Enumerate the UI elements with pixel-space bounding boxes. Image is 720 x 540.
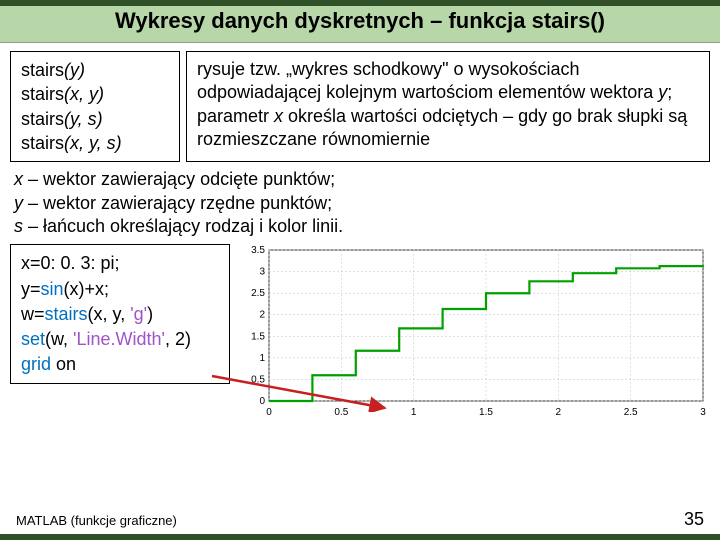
row-syntax-desc: stairs(y) stairs(x, y) stairs(y, s) stai… <box>10 51 710 162</box>
page-number: 35 <box>684 509 704 530</box>
def-line: y – wektor zawierający rzędne punktów; <box>14 192 706 215</box>
page-title: Wykresy danych dyskretnych – funkcja sta… <box>20 8 700 34</box>
code-box: x=0: 0. 3: pi; y=sin(x)+x; w=stairs(x, y… <box>10 244 230 384</box>
svg-text:2: 2 <box>556 407 562 418</box>
svg-text:0: 0 <box>266 407 272 418</box>
def-line: s – łańcuch określający rodzaj i kolor l… <box>14 215 706 238</box>
syntax-line: stairs(x, y) <box>21 82 169 106</box>
syntax-line: stairs(x, y, s) <box>21 131 169 155</box>
syntax-line: stairs(y) <box>21 58 169 82</box>
description-box: rysuje tzw. „wykres schodkowy" o wysokoś… <box>186 51 710 162</box>
footer: MATLAB (funkcje graficzne) 35 <box>16 509 704 530</box>
svg-text:1: 1 <box>411 407 417 418</box>
svg-text:3: 3 <box>700 407 706 418</box>
code-line: y=sin(x)+x; <box>21 277 219 302</box>
code-line: w=stairs(x, y, 'g') <box>21 302 219 327</box>
title-bar: Wykresy danych dyskretnych – funkcja sta… <box>0 0 720 43</box>
svg-text:0: 0 <box>259 396 265 407</box>
code-line: grid on <box>21 352 219 377</box>
svg-text:3: 3 <box>259 267 265 278</box>
svg-text:2: 2 <box>259 310 265 321</box>
syntax-line: stairs(y, s) <box>21 107 169 131</box>
code-line: set(w, 'Line.Width', 2) <box>21 327 219 352</box>
svg-text:2.5: 2.5 <box>251 289 265 300</box>
def-line: x – wektor zawierający odcięte punktów; <box>14 168 706 191</box>
row-code-chart: x=0: 0. 3: pi; y=sin(x)+x; w=stairs(x, y… <box>10 244 710 419</box>
stairs-chart: 0 0.5 1 1.5 2 2.5 3 0 0.5 1 1.5 2 2.5 3 3.5 <box>238 244 710 419</box>
definitions: x – wektor zawierający odcięte punktów; … <box>14 168 706 238</box>
svg-text:0.5: 0.5 <box>334 407 348 418</box>
svg-text:1: 1 <box>259 353 265 364</box>
footer-text: MATLAB (funkcje graficzne) <box>16 513 177 528</box>
chart-svg: 0 0.5 1 1.5 2 2.5 3 0 0.5 1 1.5 2 2.5 3 3.5 <box>238 244 710 419</box>
svg-text:3.5: 3.5 <box>251 245 265 256</box>
svg-text:0.5: 0.5 <box>251 375 265 386</box>
svg-text:1.5: 1.5 <box>479 407 493 418</box>
svg-text:1.5: 1.5 <box>251 332 265 343</box>
code-line: x=0: 0. 3: pi; <box>21 251 219 276</box>
syntax-box: stairs(y) stairs(x, y) stairs(y, s) stai… <box>10 51 180 162</box>
svg-text:2.5: 2.5 <box>624 407 638 418</box>
